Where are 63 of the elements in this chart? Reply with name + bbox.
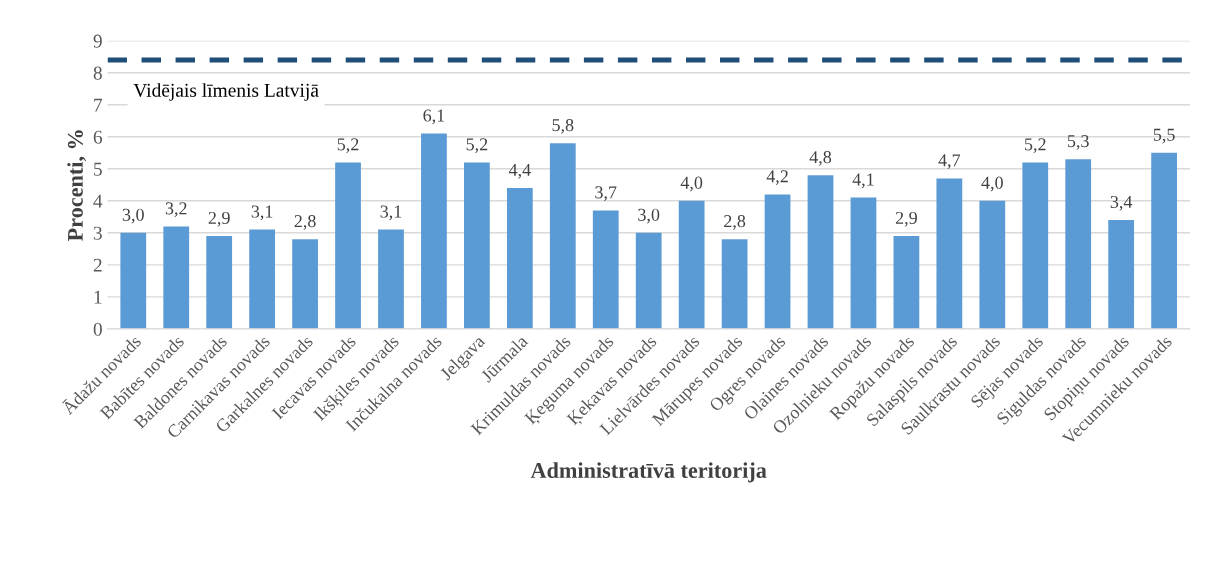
bar <box>120 232 147 329</box>
bar <box>893 236 920 329</box>
y-tick-label: 7 <box>94 98 103 112</box>
data-label: 3,7 <box>595 186 617 201</box>
y-tick-label: 3 <box>93 226 102 240</box>
data-label: 5,2 <box>337 138 359 153</box>
data-label: 6,1 <box>423 109 445 125</box>
bar <box>549 143 576 329</box>
bar <box>506 188 533 329</box>
data-label: 2,8 <box>724 215 746 230</box>
bar <box>592 210 619 329</box>
data-label: 4,1 <box>852 173 874 189</box>
y-tick-label: 1 <box>94 290 102 304</box>
bar <box>163 226 190 329</box>
bar <box>979 200 1006 329</box>
data-label: 5,8 <box>552 119 574 134</box>
bar <box>1065 159 1092 329</box>
bar <box>421 133 447 329</box>
data-label: 3,1 <box>251 205 273 221</box>
data-label: 4,4 <box>508 163 531 179</box>
y-tick-label: 8 <box>93 66 102 80</box>
bar <box>206 236 233 329</box>
ref-line-label: Vidējais līmenis Latvijā <box>133 83 319 101</box>
data-label: 5,5 <box>1153 128 1175 144</box>
bar <box>378 229 404 329</box>
data-label: 2,9 <box>895 211 917 227</box>
y-tick-label: 5 <box>94 162 102 176</box>
bar <box>1151 152 1177 329</box>
data-label: 3,2 <box>165 202 187 218</box>
data-label: 4,8 <box>809 151 832 166</box>
data-label: 2,8 <box>294 215 316 230</box>
x-axis-title: Administratīvā teritorija <box>530 462 767 483</box>
bar <box>635 232 662 329</box>
data-label: 3,1 <box>380 205 402 221</box>
bar <box>721 239 748 329</box>
y-tick-label: 9 <box>93 34 102 48</box>
bar <box>335 162 361 329</box>
bar <box>249 229 276 329</box>
bar <box>850 197 877 329</box>
bar <box>464 162 490 329</box>
data-label: 5,2 <box>466 138 488 153</box>
data-label: 5,3 <box>1067 135 1089 150</box>
y-tick-label: 2 <box>93 258 102 272</box>
y-tick-label: 4 <box>93 194 103 208</box>
bar <box>1108 220 1135 329</box>
y-axis-title: Procenti, % <box>67 130 87 241</box>
data-label: 3,0 <box>638 208 660 224</box>
data-label: 4,7 <box>938 154 961 169</box>
data-label: 5,2 <box>1025 138 1046 153</box>
bar <box>678 200 705 329</box>
y-tick-label: 6 <box>93 130 103 144</box>
data-label: 4,2 <box>766 170 788 185</box>
bar <box>764 194 791 329</box>
data-label: 4,0 <box>981 176 1003 192</box>
bar <box>1022 162 1049 329</box>
data-label: 3,4 <box>1110 195 1133 211</box>
bar <box>292 239 318 329</box>
bar <box>936 178 963 329</box>
data-label: 2,9 <box>208 211 230 227</box>
data-label: 3,0 <box>122 208 144 224</box>
data-label: 4,0 <box>680 176 703 192</box>
bar <box>807 175 834 329</box>
y-tick-label: 0 <box>93 322 102 336</box>
